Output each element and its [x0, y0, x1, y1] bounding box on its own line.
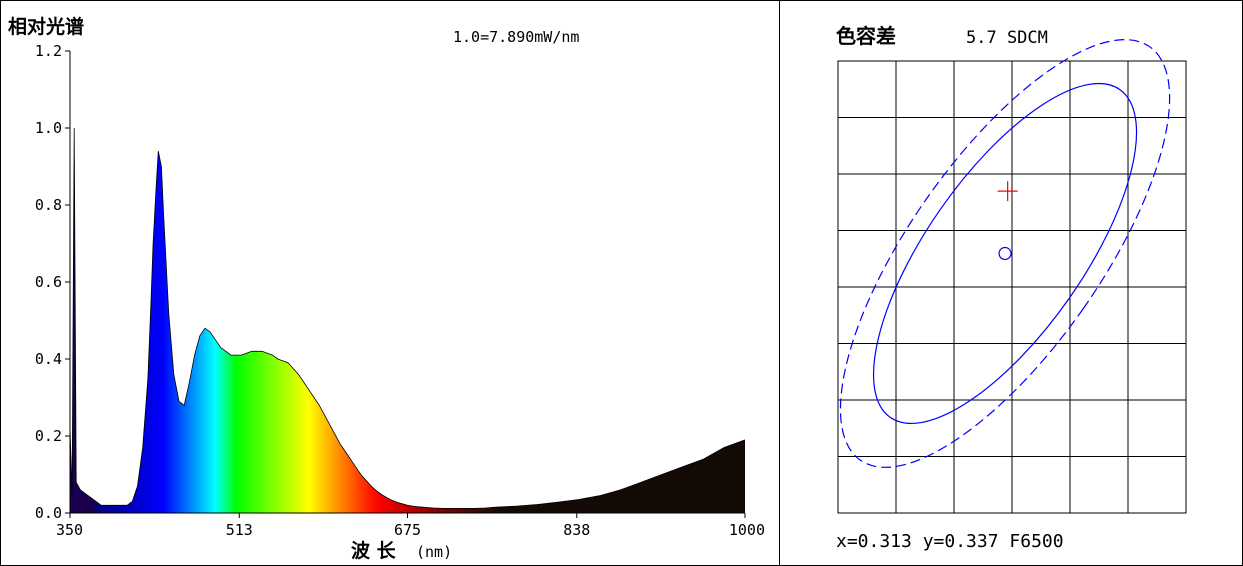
spectrum-plot	[69, 127, 746, 513]
x-axis-label: 波 长	[351, 539, 397, 562]
tolerance-ellipses	[839, 39, 1171, 468]
tolerance-ellipse-inner	[872, 82, 1138, 425]
y-tick-label: 0.8	[35, 196, 62, 214]
tolerance-title: 色容差	[836, 24, 896, 48]
x-tick-label: 838	[563, 521, 590, 539]
spectrum-title: 相对光谱	[8, 15, 84, 38]
measured-point-cross	[997, 181, 1018, 202]
x-tick-label: 513	[226, 521, 253, 539]
tolerance-points	[997, 181, 1018, 261]
y-tick-label: 1.0	[35, 119, 62, 137]
y-tick-label: 0.2	[35, 427, 62, 445]
x-tick-label: 675	[394, 521, 421, 539]
y-ticks: 0.0 0.2 0.4 0.6 0.8 1.0 1.2	[35, 42, 70, 522]
x-tick-label: 1000	[729, 521, 765, 539]
tolerance-panel	[779, 0, 1243, 566]
y-tick-label: 0.4	[35, 350, 62, 368]
x-axis-unit: (nm)	[416, 543, 452, 561]
sdcm-value: 5.7 SDCM	[966, 28, 1048, 48]
scale-note: 1.0=7.890mW/nm	[453, 28, 579, 46]
spectrum-fill	[70, 128, 745, 513]
y-tick-label: 0.6	[35, 273, 62, 291]
x-tick-label: 350	[56, 521, 83, 539]
target-point-circle	[998, 246, 1012, 261]
chromaticity-readout: x=0.313 y=0.337 F6500	[836, 531, 1064, 552]
y-tick-label: 0.0	[35, 504, 62, 522]
spectrum-outline	[69, 127, 746, 509]
y-tick-label: 1.2	[35, 42, 62, 60]
tolerance-ellipse-outer	[839, 39, 1171, 468]
x-ticks: 350 513 675 838 1000	[56, 513, 765, 539]
